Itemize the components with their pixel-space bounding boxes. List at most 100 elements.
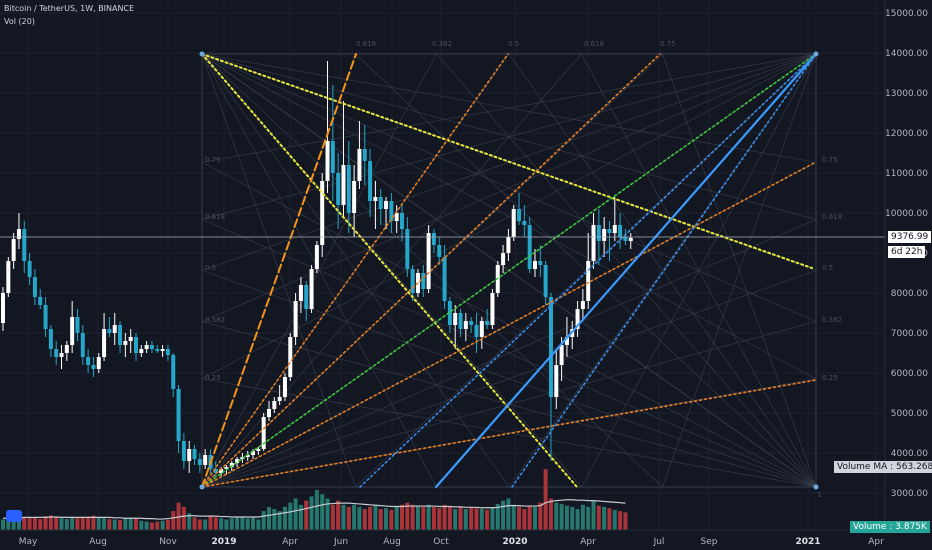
fan-level-label: 0.5 xyxy=(205,264,216,272)
candle-body xyxy=(410,269,415,293)
candle-body xyxy=(181,441,186,461)
candle-body xyxy=(91,365,96,369)
candle-body xyxy=(134,337,138,353)
fan-ray xyxy=(201,53,817,322)
y-tick-label: 14000.00 xyxy=(885,49,928,59)
volume-bar xyxy=(22,517,27,530)
fan-level-label: 0.382 xyxy=(432,40,452,48)
x-tick-label: 2021 xyxy=(795,537,820,547)
fan-level-label: 0.618 xyxy=(584,40,604,48)
candle-body xyxy=(596,225,601,241)
y-tick-label: 4000.00 xyxy=(891,449,928,459)
volume-bar xyxy=(38,519,43,530)
volume-bar xyxy=(325,498,330,530)
candle-body xyxy=(554,365,559,397)
x-tick-label: Jul xyxy=(653,537,665,547)
candle xyxy=(48,325,53,357)
candle xyxy=(463,313,468,341)
candle-body xyxy=(469,321,474,325)
candle-body xyxy=(32,277,37,297)
candle-body xyxy=(277,397,282,401)
candle-body xyxy=(548,297,553,397)
volume-bar xyxy=(330,504,335,530)
fan-ray xyxy=(508,53,817,488)
candle xyxy=(394,205,399,233)
trend-lines[interactable] xyxy=(199,51,819,490)
time-axis[interactable]: May Aug Nov 2019 Apr Jun Aug Oct 2020 Apr Jul Sep 20… xyxy=(19,537,884,547)
candle-body xyxy=(384,201,389,209)
candle-body xyxy=(155,349,160,351)
candle xyxy=(426,225,431,293)
candle xyxy=(538,245,543,277)
volume-label: Volume xyxy=(853,522,887,532)
trend-line xyxy=(434,52,818,489)
candle-body xyxy=(506,237,511,253)
candle xyxy=(192,445,197,465)
fan-level-label: 0.618 xyxy=(205,213,225,221)
volume-tag: Volume : 3.875K xyxy=(850,521,930,533)
fan-ray xyxy=(662,53,817,488)
trend-line xyxy=(201,53,817,488)
volume-bar xyxy=(155,521,160,530)
volume-bar xyxy=(70,517,75,530)
volume-ma-label: Volume MA xyxy=(837,462,888,472)
volume-bar xyxy=(176,502,181,530)
candle xyxy=(357,121,362,189)
candle-body xyxy=(123,341,128,345)
candle-body xyxy=(368,161,373,201)
volume-bar xyxy=(203,519,208,530)
volume-bar xyxy=(362,509,367,530)
volume-bar xyxy=(336,500,341,530)
candle-body xyxy=(245,455,250,457)
candle xyxy=(267,401,271,421)
price-axis[interactable]: 3000.00 4000.00 5000.00 6000.00 7000.00 8000.… xyxy=(885,9,928,499)
x-tick-label: Aug xyxy=(89,537,107,547)
fan-level-label: 0.5 xyxy=(822,264,833,272)
volume-bar xyxy=(511,504,516,530)
volume-bar xyxy=(245,518,250,530)
candle-body xyxy=(144,345,149,349)
candle xyxy=(187,441,192,473)
y-tick-label: 11000.00 xyxy=(885,169,928,179)
candle xyxy=(618,213,623,249)
x-tick-label: 2019 xyxy=(211,537,236,547)
x-tick-label: Sep xyxy=(701,537,718,547)
volume-bar xyxy=(139,520,144,530)
candle-body xyxy=(431,233,436,245)
candle-body xyxy=(267,409,271,417)
volume-bar xyxy=(346,506,351,530)
candle xyxy=(32,269,37,305)
candle xyxy=(421,265,426,297)
volume-ma-tag: Volume MA : 563.268K xyxy=(834,461,932,473)
candle xyxy=(91,357,96,377)
volume-bar xyxy=(261,511,266,530)
candle xyxy=(288,333,293,381)
candle xyxy=(362,125,367,185)
trend-line xyxy=(511,53,817,488)
volume-indicator-label[interactable]: Vol (20) xyxy=(4,17,35,26)
volume-bar xyxy=(352,504,357,530)
candle-body xyxy=(192,449,197,459)
fan-ray xyxy=(581,53,817,488)
volume-bar xyxy=(538,502,543,530)
volume-bar xyxy=(80,517,85,530)
candle-body xyxy=(272,401,277,409)
candle-body xyxy=(575,309,580,329)
tradingview-logo-icon[interactable] xyxy=(6,510,22,522)
candle-body xyxy=(293,301,298,337)
volume-bar xyxy=(1,519,5,530)
candle-body xyxy=(517,209,522,221)
volume-bar xyxy=(368,506,373,530)
candle-body xyxy=(54,349,59,357)
candle xyxy=(447,297,452,333)
x-tick-label: Nov xyxy=(159,537,177,547)
candle-body xyxy=(298,285,303,301)
symbol-title: Bitcoin / TetherUS, 1W, BINANCE xyxy=(4,4,135,13)
candle xyxy=(144,341,149,353)
volume-bar xyxy=(43,516,48,530)
fan-level-label: 0.75 xyxy=(660,40,676,48)
candle xyxy=(181,433,186,469)
x-tick-label: Aug xyxy=(383,537,401,547)
candle xyxy=(607,221,612,261)
